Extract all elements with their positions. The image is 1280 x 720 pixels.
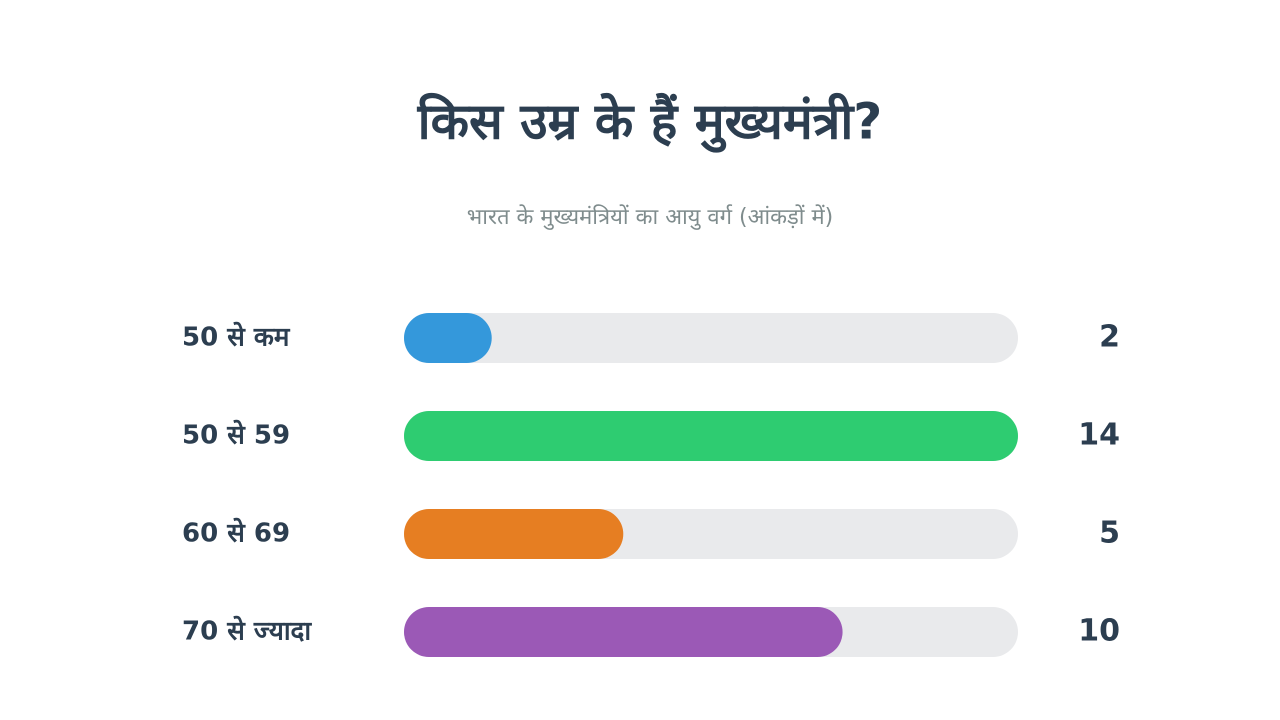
value-label: 2 <box>1099 320 1120 355</box>
chart-subtitle: भारत के मुख्यमंत्रियों का आयु वर्ग (आंकड… <box>467 204 833 230</box>
category-label: 60 से 69 <box>182 518 290 549</box>
category-label: 50 से कम <box>182 322 291 353</box>
category-label: 50 से 59 <box>182 420 290 451</box>
value-label: 10 <box>1078 614 1120 649</box>
bar-track <box>404 313 1018 363</box>
value-label: 5 <box>1099 516 1120 551</box>
value-label: 14 <box>1078 418 1120 453</box>
bar <box>404 509 624 559</box>
chart-title: किस उम्र के हैं मुख्यमंत्री? <box>417 93 883 154</box>
bar <box>404 607 843 657</box>
category-label: 70 से ज्यादा <box>182 616 312 647</box>
bar <box>404 313 492 363</box>
bar <box>404 411 1018 461</box>
